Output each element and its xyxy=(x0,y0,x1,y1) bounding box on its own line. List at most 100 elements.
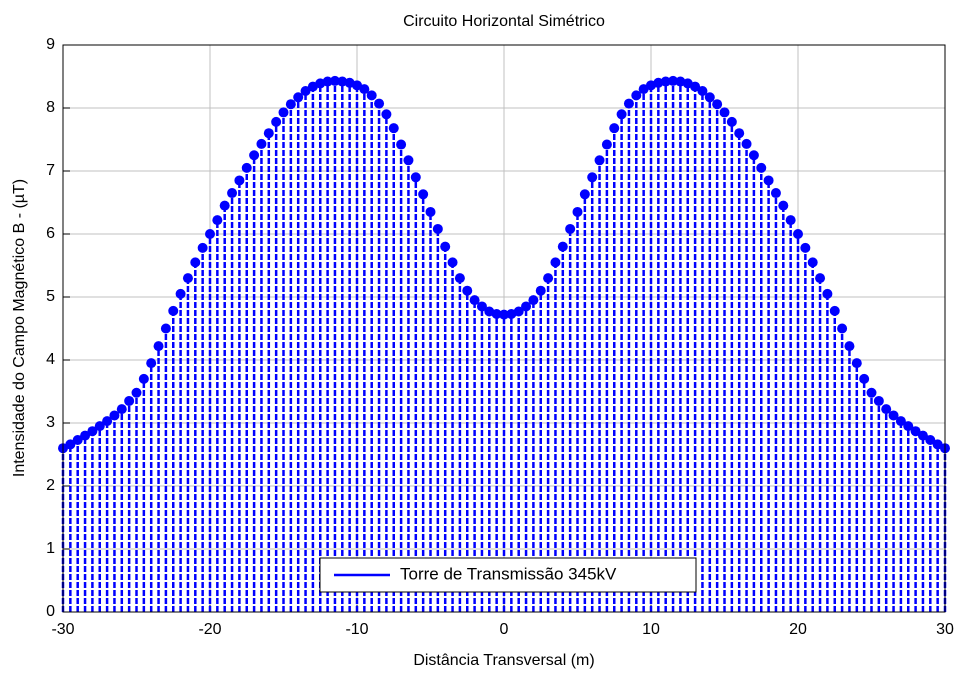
stem-marker xyxy=(271,116,282,127)
stem-marker xyxy=(704,92,715,103)
stem-marker xyxy=(793,229,803,239)
stem-marker xyxy=(300,85,311,96)
stem-marker xyxy=(557,241,568,252)
stem-marker xyxy=(785,215,796,226)
stem-marker xyxy=(432,223,443,234)
stem-marker xyxy=(94,421,105,432)
legend-label: Torre de Transmissão 345kV xyxy=(400,564,617,583)
stem-marker xyxy=(690,81,701,92)
y-tick-label: 6 xyxy=(46,225,55,242)
stem-marker xyxy=(219,200,230,211)
stem-marker xyxy=(168,305,179,316)
y-tick-label: 2 xyxy=(46,477,55,494)
stem-marker xyxy=(734,128,745,139)
stem-marker xyxy=(829,305,840,316)
x-tick-label: -20 xyxy=(198,621,221,638)
stem-marker xyxy=(87,426,98,437)
stem-marker xyxy=(719,107,730,118)
stem-marker xyxy=(851,358,862,369)
stem-marker xyxy=(476,301,487,312)
stem-marker xyxy=(116,404,127,415)
x-axis-label: Distância Transversal (m) xyxy=(413,652,594,669)
stem-marker xyxy=(146,358,157,369)
y-tick-label: 4 xyxy=(46,351,55,368)
stem-marker xyxy=(543,273,554,284)
stem-marker xyxy=(205,229,215,239)
stem-marker xyxy=(278,107,289,118)
stem-marker xyxy=(153,341,164,352)
stem-marker xyxy=(697,85,708,96)
stem-marker xyxy=(249,150,260,161)
stem-marker xyxy=(462,285,473,296)
stem-marker xyxy=(873,395,884,406)
chart-title: Circuito Horizontal Simétrico xyxy=(403,13,605,30)
stem-marker xyxy=(418,189,429,200)
y-tick-label: 5 xyxy=(46,288,55,305)
stem-marker xyxy=(844,341,855,352)
stem-marker xyxy=(925,435,936,446)
stem-marker xyxy=(601,139,612,150)
stem-marker xyxy=(653,77,664,88)
stem-marker xyxy=(197,242,208,253)
stem-marker xyxy=(756,162,767,173)
y-tick-label: 7 xyxy=(46,162,55,179)
stem-marker xyxy=(285,99,296,110)
stem-marker xyxy=(263,128,274,139)
stem-marker xyxy=(374,98,385,109)
x-tick-label: 30 xyxy=(936,621,954,638)
x-tick-label: -10 xyxy=(345,621,368,638)
stem-marker xyxy=(903,421,914,432)
stem-marker xyxy=(623,98,634,109)
stem-marker xyxy=(234,175,245,186)
stem-marker xyxy=(587,172,598,183)
stem-marker xyxy=(535,285,546,296)
y-tick-label: 8 xyxy=(46,99,55,116)
x-tick-label: -30 xyxy=(51,621,74,638)
y-axis-label: Intensidade do Campo Magnético B - (µT) xyxy=(11,179,28,477)
stem-marker xyxy=(124,395,135,406)
stem-marker xyxy=(837,323,848,334)
stem-marker xyxy=(491,309,502,320)
x-tick-label: 20 xyxy=(789,621,807,638)
stem-marker xyxy=(778,200,789,211)
stem-marker xyxy=(881,404,892,415)
stem-marker xyxy=(815,273,826,284)
y-tick-label: 3 xyxy=(46,414,55,431)
stem-marker xyxy=(513,306,524,317)
stem-marker xyxy=(190,257,201,268)
stem-marker xyxy=(807,257,818,268)
stem-marker xyxy=(521,301,532,312)
stem-marker xyxy=(469,295,480,306)
stem-marker xyxy=(910,426,921,437)
stem-marker xyxy=(668,75,679,86)
y-tick-label: 0 xyxy=(46,603,55,620)
stem-marker xyxy=(770,188,781,199)
stem-marker xyxy=(182,273,193,284)
stem-marker xyxy=(396,139,407,150)
stem-marker xyxy=(425,206,436,217)
stem-marker xyxy=(440,241,451,252)
stem-marker xyxy=(366,90,377,101)
stem-marker xyxy=(800,242,811,253)
y-tick-label: 1 xyxy=(46,540,55,557)
stem-marker xyxy=(572,206,583,217)
x-tick-label: 10 xyxy=(642,621,660,638)
stem-marker xyxy=(932,439,943,450)
stem-marker xyxy=(322,76,333,87)
stem-marker xyxy=(175,288,186,299)
stem-marker xyxy=(212,215,223,226)
stem-marker xyxy=(616,109,627,120)
stem-marker xyxy=(241,162,252,173)
stem-marker xyxy=(631,90,642,101)
stem-marker xyxy=(352,80,362,91)
stem-marker xyxy=(550,257,561,268)
stem-marker xyxy=(160,323,171,334)
stem-marker xyxy=(256,138,267,149)
plot-frame xyxy=(62,44,946,613)
stem-marker xyxy=(403,155,414,166)
stem-marker xyxy=(579,189,590,200)
stem-marker xyxy=(381,109,392,120)
stem-marker xyxy=(359,84,370,95)
stem-marker xyxy=(227,188,238,199)
